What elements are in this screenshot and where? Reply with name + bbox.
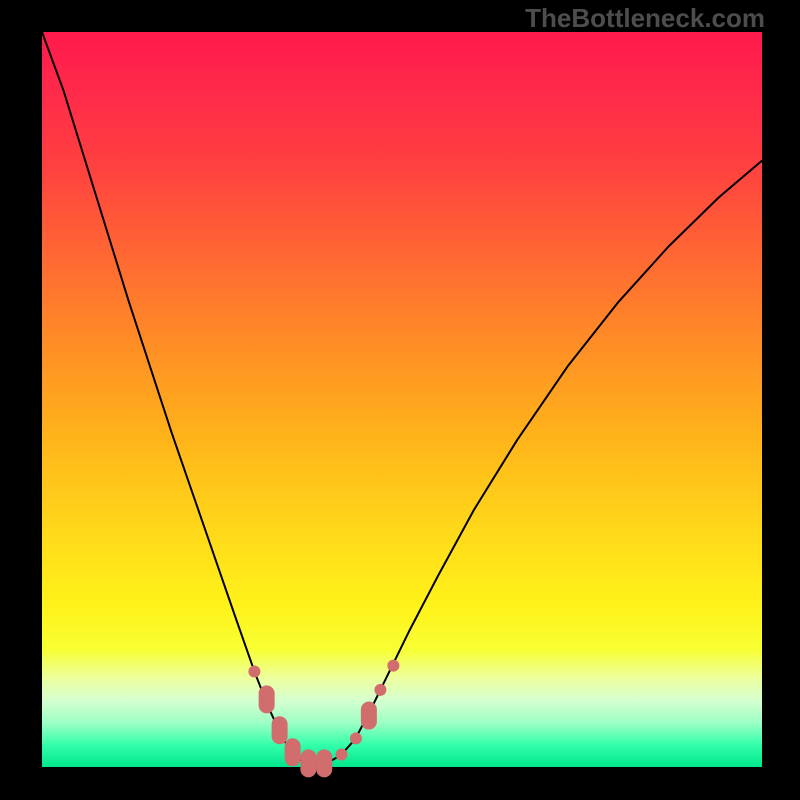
- marker-pill: [285, 738, 301, 766]
- marker-dot: [387, 660, 399, 672]
- chart-canvas: TheBottleneck.com: [0, 0, 800, 800]
- marker-dot: [374, 684, 386, 696]
- chart-svg-layer: [0, 0, 800, 800]
- curve-right-branch: [305, 161, 762, 764]
- marker-pill: [259, 685, 275, 713]
- curve-left-branch: [42, 32, 305, 763]
- marker-pill: [316, 749, 332, 777]
- marker-pill: [361, 702, 377, 730]
- marker-dot: [350, 732, 362, 744]
- marker-dot: [248, 665, 260, 677]
- watermark-text: TheBottleneck.com: [525, 3, 765, 34]
- marker-pill: [272, 716, 288, 744]
- marker-dot: [336, 749, 348, 761]
- marker-pill: [300, 749, 316, 777]
